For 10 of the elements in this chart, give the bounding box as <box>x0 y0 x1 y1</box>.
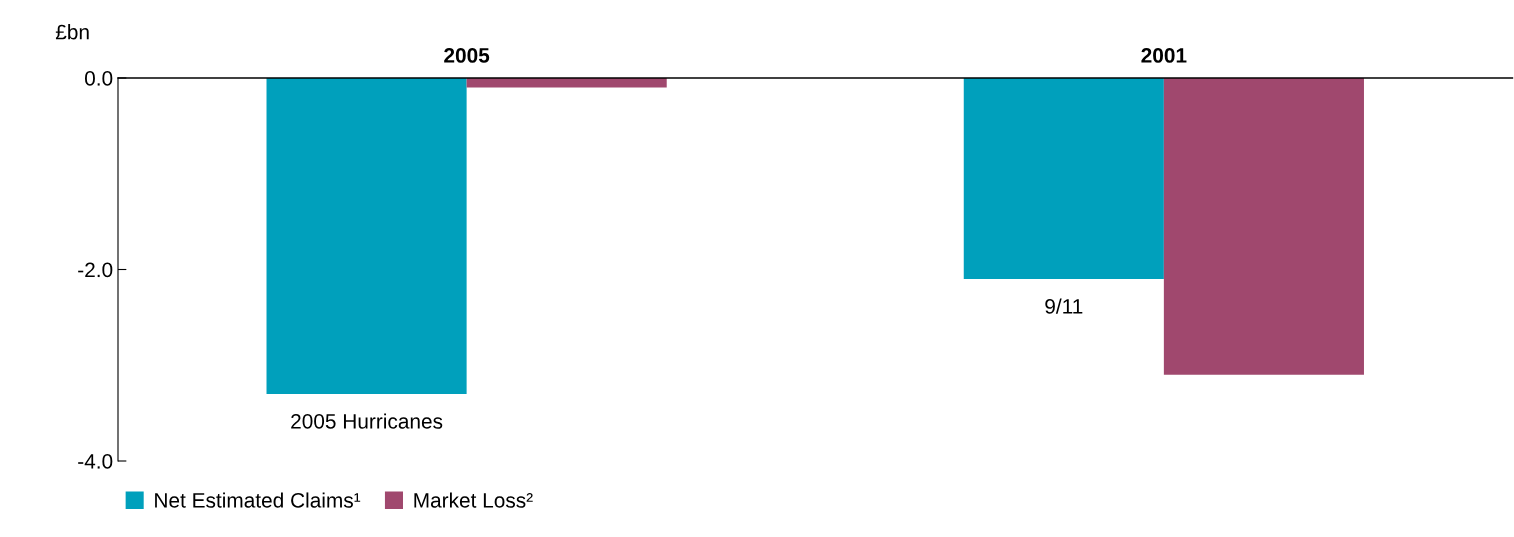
legend-label: Net Estimated Claims¹ <box>155 492 361 508</box>
annotation: 2005 Hurricanes <box>291 413 443 429</box>
y-tick-label: -4.0 <box>78 454 113 469</box>
y-tick-label: -2.0 <box>78 262 113 278</box>
y-tick-label: 0.0 <box>84 71 113 86</box>
y-axis-title: £bn <box>55 24 89 40</box>
x-tick-label: 2001 <box>1141 48 1187 63</box>
legend-label: Market Loss² <box>414 492 533 508</box>
x-tick-label: 2005 <box>444 48 490 63</box>
annotation: 9/11 <box>1045 298 1083 314</box>
